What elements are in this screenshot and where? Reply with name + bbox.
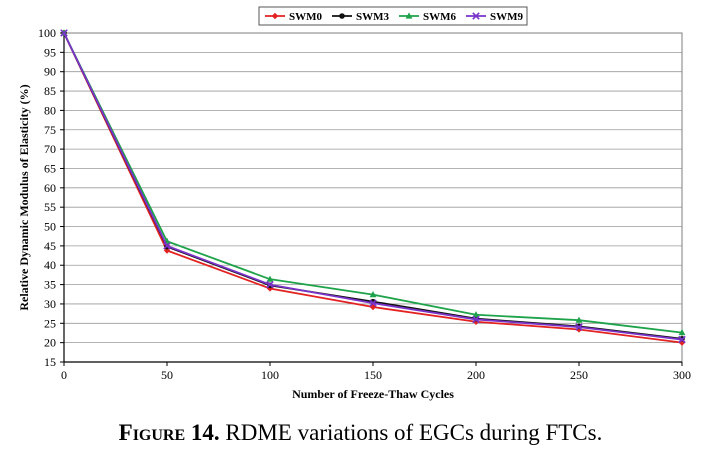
y-tick-label: 20 xyxy=(44,336,56,350)
legend-label: SWM3 xyxy=(356,11,390,23)
data-point xyxy=(575,316,583,323)
data-point-stroke xyxy=(60,29,68,37)
data-point-stroke xyxy=(369,299,377,307)
y-tick-label: 60 xyxy=(44,181,56,195)
x-tick-label: 50 xyxy=(161,368,173,382)
data-point-stroke xyxy=(575,323,583,331)
x-axis-title: Number of Freeze-Thaw Cycles xyxy=(292,387,454,401)
series-line-swm6 xyxy=(63,32,683,334)
legend-label: SWM6 xyxy=(423,11,457,23)
y-tick-label: 80 xyxy=(44,103,56,117)
data-point-stroke xyxy=(472,12,480,20)
y-tick-label: 100 xyxy=(38,26,56,40)
x-tick-label: 300 xyxy=(673,368,691,382)
x-tick-label: 150 xyxy=(364,368,382,382)
data-point xyxy=(266,280,274,289)
data-point xyxy=(339,13,345,19)
y-tick-label: 75 xyxy=(44,123,56,137)
legend-label: SWM0 xyxy=(289,11,323,23)
data-point xyxy=(472,315,480,324)
gridlines xyxy=(64,32,682,363)
y-tick-label: 90 xyxy=(44,65,56,79)
y-tick-label: 30 xyxy=(44,297,56,311)
data-point xyxy=(271,12,279,20)
y-tick-label: 95 xyxy=(44,45,56,59)
data-point xyxy=(678,335,686,344)
data-point-stroke xyxy=(163,242,171,250)
data-point xyxy=(472,311,480,318)
data-point xyxy=(266,275,274,282)
data-point xyxy=(678,328,686,336)
x-tick-label: 200 xyxy=(467,368,485,382)
line-chart: 15 20 25 30 35 40 45 50 55 60 65 70 75 80 85 90 95 100 0 50… xyxy=(17,6,691,401)
legend: SWM0 SWM3 SWM6 SWM9 xyxy=(258,6,528,26)
caption-label: Figure 14. xyxy=(118,420,220,445)
data-point xyxy=(369,291,377,298)
plot-area-frame xyxy=(63,32,683,363)
y-tick-label: 55 xyxy=(44,200,56,214)
y-tick-label: 35 xyxy=(44,278,56,292)
y-tick-label: 15 xyxy=(44,355,56,369)
data-point xyxy=(405,12,413,19)
x-tick-label: 100 xyxy=(261,368,279,382)
data-point xyxy=(60,29,68,37)
data-point xyxy=(575,323,583,331)
x-tick-label: 0 xyxy=(61,368,67,382)
data-point xyxy=(163,242,171,250)
legend-label: SWM9 xyxy=(490,11,524,23)
y-tick-label: 50 xyxy=(44,220,56,234)
y-tick-label: 40 xyxy=(44,258,56,272)
data-point xyxy=(472,12,480,20)
series-lines xyxy=(60,29,686,346)
axes: 15 20 25 30 35 40 45 50 55 60 65 70 75 80 85 90 95 100 0 50… xyxy=(38,26,691,382)
legend-box xyxy=(258,6,528,26)
y-tick-label: 70 xyxy=(44,142,56,156)
data-point-stroke xyxy=(472,315,480,324)
data-point xyxy=(369,299,377,307)
y-tick-label: 65 xyxy=(44,161,56,175)
caption-text: RDME variations of EGCs during FTCs. xyxy=(219,420,603,445)
x-tick-label: 250 xyxy=(570,368,588,382)
y-tick-label: 25 xyxy=(44,316,56,330)
y-tick-label: 85 xyxy=(44,84,56,98)
data-point-stroke xyxy=(678,335,686,344)
data-point-stroke xyxy=(266,280,274,289)
y-axis-title: Relative Dynamic Modulus of Elasticity (… xyxy=(17,84,31,310)
y-tick-label: 45 xyxy=(44,239,56,253)
figure-caption: Figure 14. RDME variations of EGCs durin… xyxy=(0,420,721,446)
